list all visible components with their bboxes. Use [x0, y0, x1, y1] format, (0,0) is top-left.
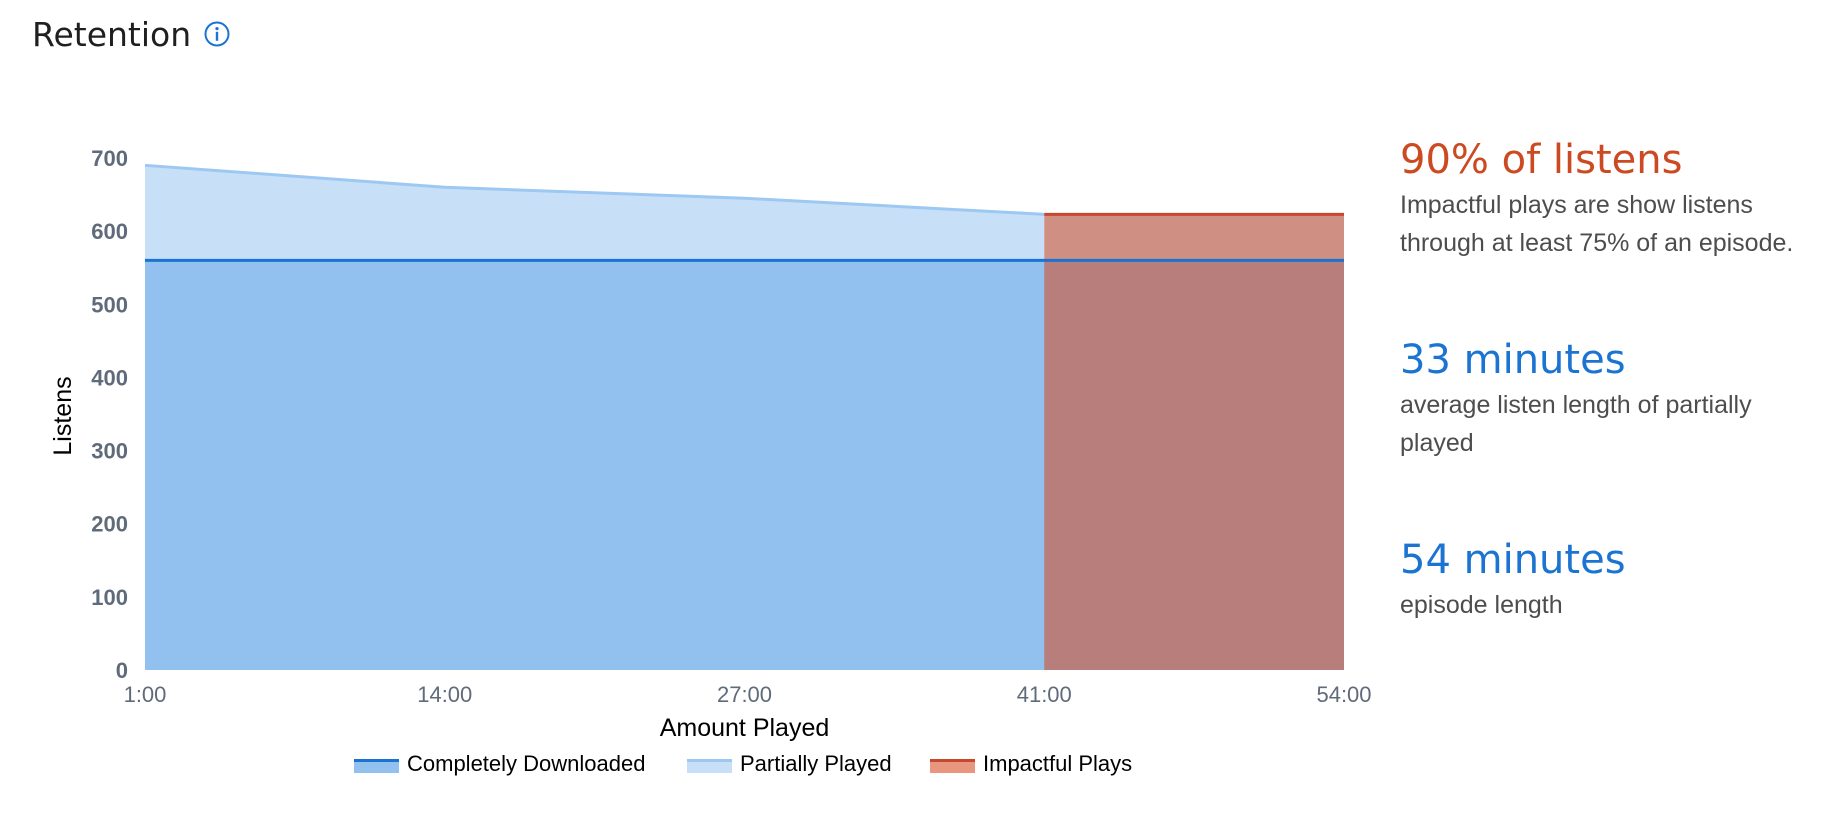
legend-swatch: [354, 761, 399, 773]
y-tick-label: 200: [91, 512, 128, 537]
legend-swatch-line: [354, 759, 399, 762]
x-tick-label: 54:00: [1316, 682, 1371, 707]
x-tick-label: 1:00: [124, 682, 167, 707]
stat-value: 54 minutes: [1400, 537, 1626, 583]
y-tick-label: 0: [116, 658, 128, 683]
episode-length-stat: 54 minutes episode length: [1400, 536, 1626, 624]
legend-swatch: [930, 761, 975, 773]
impactful-plays-stat: 90% of listens Impactful plays are show …: [1400, 136, 1793, 262]
legend-label: Partially Played: [740, 751, 892, 776]
legend-label: Impactful Plays: [983, 751, 1132, 776]
x-tick-label: 27:00: [717, 682, 772, 707]
impactful-plays-area: [1044, 214, 1344, 261]
legend-label: Completely Downloaded: [407, 751, 645, 776]
y-tick-label: 700: [91, 146, 128, 171]
x-tick-label: 41:00: [1017, 682, 1072, 707]
header: Retention: [32, 12, 231, 56]
legend-swatch: [687, 761, 732, 773]
retention-chart: 0 100 200 300 400 500 600 700 1:00 14:00 27:00 41:…: [49, 146, 1372, 776]
stat-description-line: episode length: [1400, 591, 1563, 619]
average-listen-length-stat: 33 minutes average listen length of part…: [1400, 336, 1752, 462]
info-circle-icon[interactable]: [203, 20, 231, 48]
stat-description: average listen length of partially playe…: [1400, 386, 1752, 462]
stat-description-line: average listen length of partially: [1400, 391, 1752, 419]
x-axis-label: Amount Played: [660, 714, 830, 742]
y-tick-label: 600: [91, 219, 128, 244]
stat-value: 33 minutes: [1400, 337, 1626, 383]
legend-swatch-line: [687, 759, 732, 762]
partially-played-line: [144, 163, 1045, 216]
y-tick-label: 500: [91, 292, 128, 317]
stat-description: Impactful plays are show listens through…: [1400, 186, 1793, 262]
x-tick-label: 14:00: [417, 682, 472, 707]
impactful-plays-overlap-area: [1044, 260, 1344, 670]
stat-description-line: through at least 75% of an episode.: [1400, 229, 1794, 257]
stat-description-line: played: [1400, 429, 1474, 457]
y-axis-label: Listens: [49, 376, 77, 455]
y-tick-label: 300: [91, 439, 128, 464]
y-tick-label: 100: [91, 585, 128, 610]
legend-swatch-line: [930, 759, 975, 762]
stat-description: episode length: [1400, 586, 1626, 624]
y-tick-label: 400: [91, 365, 128, 390]
stat-description-line: Impactful plays are show listens: [1400, 191, 1753, 219]
page-title: Retention: [32, 14, 192, 54]
stat-value: 90% of listens: [1400, 137, 1683, 183]
